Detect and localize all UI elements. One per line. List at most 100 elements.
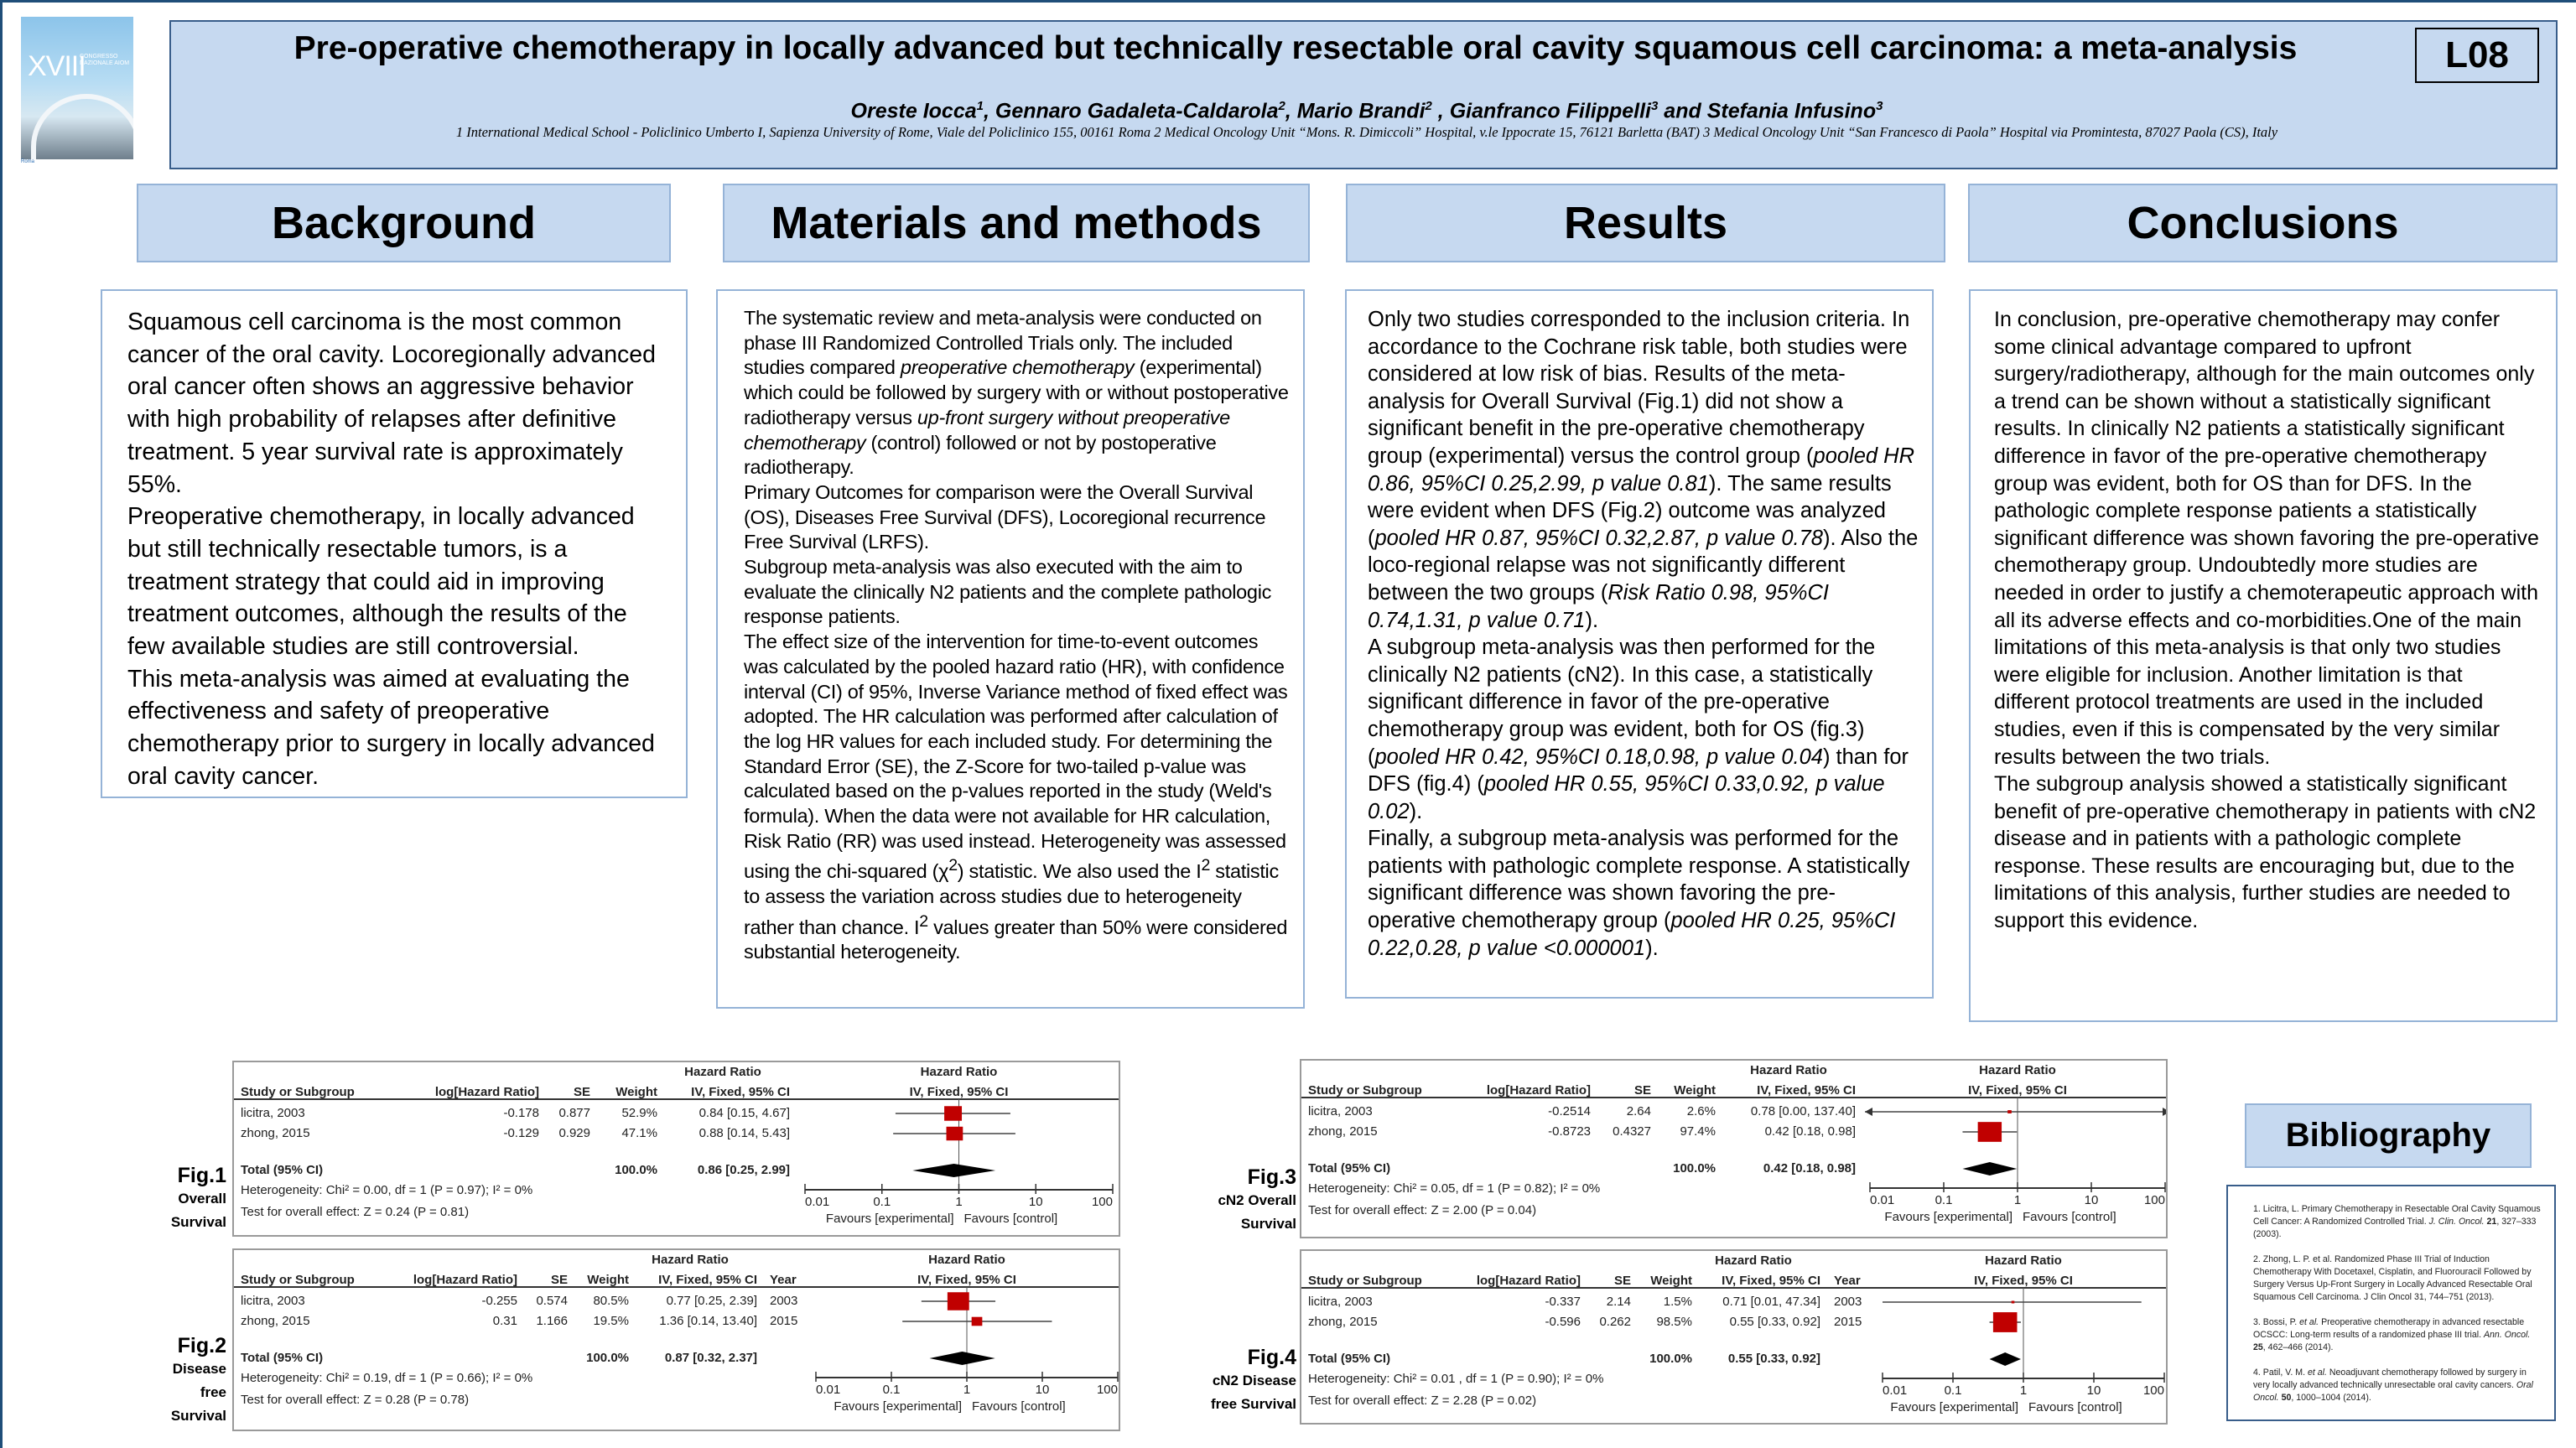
study-year: 2015	[770, 1314, 797, 1328]
tick-label: 0.1	[873, 1195, 891, 1209]
study-ci: 0.84 [0.15, 4.67]	[699, 1106, 790, 1120]
column-header-se: SE	[1634, 1083, 1651, 1098]
column-header-weight: Weight	[1650, 1274, 1692, 1288]
column-header-year: Year	[1834, 1274, 1861, 1288]
column-header-study: Study or Subgroup	[1308, 1083, 1422, 1098]
column-header-se: SE	[1614, 1274, 1631, 1288]
bold-text: 25	[2253, 1342, 2263, 1352]
study-ci: 1.36 [0.14, 13.40]	[659, 1314, 757, 1328]
forest-plot-svg: Hazard Ratio Hazard Ratio Study or Subgrou…	[1301, 1063, 2166, 1224]
tick-label: 10	[2087, 1383, 2101, 1398]
superscript: 1	[976, 99, 984, 113]
plot-header-hazard-ratio: Hazard Ratio	[1979, 1063, 2056, 1077]
column-header-log-hr: log[Hazard Ratio]	[1487, 1083, 1591, 1098]
text-segment: Preoperative chemotherapy, in locally ad…	[127, 503, 635, 661]
column-header-weight: Weight	[615, 1085, 657, 1099]
total-weight: 100.0%	[615, 1163, 657, 1177]
tick-label: 10	[2085, 1193, 2099, 1207]
study-weight: 98.5%	[1656, 1315, 1692, 1329]
paragraph: Finally, a subgroup meta-analysis was pe…	[1368, 825, 1919, 962]
text-segment: ).	[1585, 608, 1599, 632]
plot-header-hazard-ratio: Hazard Ratio	[1985, 1253, 2062, 1268]
study-name: zhong, 2015	[1308, 1315, 1378, 1329]
superscript: 2	[1425, 99, 1432, 113]
column-header-weight: Weight	[587, 1273, 629, 1287]
text-segment: , Gianfranco Filippelli	[1431, 99, 1652, 123]
study-ci: 0.77 [0.25, 2.39]	[667, 1294, 757, 1308]
study-log-hr: -0.8723	[1548, 1124, 1591, 1139]
tick-label: 100	[2144, 1193, 2165, 1207]
text-segment: Finally, a subgroup meta-analysis was pe…	[1368, 827, 1910, 933]
heterogeneity-text: Heterogeneity: Chi² = 0.00, df = 1 (P = …	[241, 1183, 532, 1197]
column-header-study: Study or Subgroup	[241, 1085, 355, 1099]
arrow-left-icon	[1865, 1108, 1872, 1116]
figure-number: Fig.1	[177, 1164, 226, 1187]
conclusions-text: In conclusion, pre-operative chemotherap…	[1969, 289, 2558, 1022]
total-ci: 0.42 [0.18, 0.98]	[1763, 1161, 1856, 1176]
column-header-study: Study or Subgroup	[241, 1273, 355, 1287]
text-segment: , Gennaro Gadaleta-Caldarola	[983, 99, 1279, 123]
superscript: 2	[1201, 856, 1211, 875]
text-segment: , 327–333 (2003).	[2253, 1217, 2537, 1239]
column-header-ci: IV, Fixed, 95% CI	[1722, 1274, 1820, 1288]
paragraph: A subgroup meta-analysis was then perfor…	[1368, 634, 1919, 825]
study-ci: 0.55 [0.33, 0.92]	[1730, 1315, 1820, 1329]
italic-text: Oral Oncol.	[2253, 1380, 2533, 1403]
study-marker	[1992, 1312, 2018, 1332]
study-weight: 97.4%	[1680, 1124, 1716, 1139]
heterogeneity-text: Heterogeneity: Chi² = 0.05, df = 1 (P = …	[1308, 1181, 1600, 1196]
bibliography-heading: Bibliography	[2245, 1103, 2532, 1168]
paragraph: Only two studies corresponded to the inc…	[1368, 306, 1919, 634]
tick-label: 0.1	[883, 1383, 901, 1397]
paragraph: 4. Patil, V. M. et al. Neoadjuvant chemo…	[2253, 1367, 2542, 1404]
text-segment: In conclusion, pre-operative chemotherap…	[1994, 308, 2539, 769]
paragraph: 3. Bossi, P. et al. Preoperative chemoth…	[2253, 1316, 2542, 1354]
figure-caption: free Survival	[1210, 1396, 1296, 1412]
column-header-ci: IV, Fixed, 95% CI	[1757, 1083, 1856, 1098]
study-name: zhong, 2015	[241, 1126, 310, 1140]
text-segment: The systematic review and meta-analysis …	[744, 307, 1262, 379]
study-name: licitra, 2003	[1308, 1295, 1373, 1309]
total-label: Total (95% CI)	[241, 1163, 323, 1177]
methods-text: The systematic review and meta-analysis …	[716, 289, 1305, 1009]
italic-text: up-front surgery without preoperative ch…	[744, 406, 1230, 454]
study-marker	[2007, 1110, 2012, 1113]
forest-plot-svg: Hazard Ratio Hazard Ratio Study or Subgrou…	[234, 1065, 1119, 1226]
total-ci: 0.55 [0.33, 0.92]	[1728, 1352, 1820, 1366]
total-weight: 100.0%	[1649, 1352, 1692, 1366]
tick-label: 0.01	[816, 1383, 840, 1397]
forest-plot-fig4: Hazard Ratio Hazard Ratio Study or Subgrou…	[1300, 1249, 2168, 1425]
study-log-hr: -0.255	[481, 1294, 517, 1308]
study-year: 2015	[1834, 1315, 1862, 1329]
study-marker	[946, 1126, 963, 1141]
study-weight: 80.5%	[593, 1294, 629, 1308]
paragraph: The effect size of the intervention for …	[744, 630, 1290, 965]
study-weight: 1.5%	[1664, 1295, 1692, 1309]
column-header-hazard-ratio: Hazard Ratio	[684, 1065, 761, 1079]
figure-number: Fig.3	[1247, 1165, 1296, 1189]
text-segment: ). The same results were evident when DF…	[1368, 471, 1892, 550]
column-header-log-hr: log[Hazard Ratio]	[435, 1085, 539, 1099]
paragraph: In conclusion, pre-operative chemotherap…	[1994, 306, 2542, 771]
overall-effect-text: Test for overall effect: Z = 0.24 (P = 0…	[241, 1205, 469, 1219]
italic-text: pooled HR 0.42, 95%CI 0.18,0.98, p value…	[1374, 745, 1823, 769]
bibliography-text: 1. Licitra, L. Primary Chemotherapy in R…	[2226, 1185, 2556, 1421]
tick-label: 0.01	[805, 1195, 829, 1209]
text-segment: ).	[1409, 799, 1423, 823]
text-segment: (experimental) which could be followed b…	[744, 356, 1289, 428]
italic-text: et al.	[2299, 1317, 2319, 1327]
tick-label: 10	[1029, 1195, 1043, 1209]
background-heading: Background	[137, 184, 671, 262]
study-marker	[944, 1106, 963, 1121]
column-header-study: Study or Subgroup	[1308, 1274, 1422, 1288]
forest-plot-fig3: Hazard Ratio Hazard Ratio Study or Subgrou…	[1300, 1059, 2168, 1238]
favours-control-label: Favours [control]	[2023, 1210, 2116, 1224]
bridge-arch-icon	[31, 94, 133, 159]
total-weight: 100.0%	[1673, 1161, 1716, 1176]
plot-header-hazard-ratio: Hazard Ratio	[928, 1253, 1005, 1267]
text-segment: Neoadjuvant chemotherapy followed by sur…	[2253, 1368, 2527, 1390]
study-marker	[971, 1316, 983, 1326]
column-header-year: Year	[770, 1273, 797, 1287]
study-log-hr: -0.2514	[1548, 1104, 1591, 1118]
column-header-hazard-ratio: Hazard Ratio	[652, 1253, 729, 1267]
